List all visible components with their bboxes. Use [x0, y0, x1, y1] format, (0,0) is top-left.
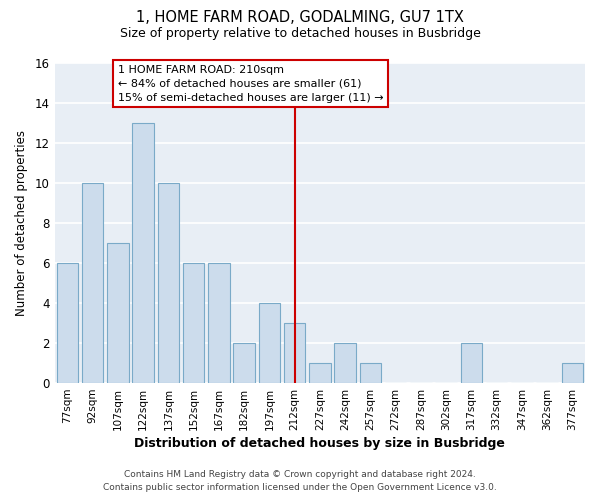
Text: 1 HOME FARM ROAD: 210sqm
← 84% of detached houses are smaller (61)
15% of semi-d: 1 HOME FARM ROAD: 210sqm ← 84% of detach… [118, 64, 383, 102]
Y-axis label: Number of detached properties: Number of detached properties [15, 130, 28, 316]
Bar [562, 363, 583, 383]
Bar [133, 122, 154, 383]
Text: Contains HM Land Registry data © Crown copyright and database right 2024.
Contai: Contains HM Land Registry data © Crown c… [103, 470, 497, 492]
Text: 1, HOME FARM ROAD, GODALMING, GU7 1TX: 1, HOME FARM ROAD, GODALMING, GU7 1TX [136, 10, 464, 25]
Bar [359, 363, 381, 383]
Bar [334, 343, 356, 383]
Bar [56, 263, 78, 383]
Text: Size of property relative to detached houses in Busbridge: Size of property relative to detached ho… [119, 28, 481, 40]
Bar [233, 343, 255, 383]
X-axis label: Distribution of detached houses by size in Busbridge: Distribution of detached houses by size … [134, 437, 505, 450]
Bar [461, 343, 482, 383]
Bar [183, 263, 205, 383]
Bar [208, 263, 230, 383]
Bar [107, 243, 128, 383]
Bar [82, 182, 103, 383]
Bar [284, 323, 305, 383]
Bar [309, 363, 331, 383]
Bar [259, 303, 280, 383]
Bar [158, 182, 179, 383]
